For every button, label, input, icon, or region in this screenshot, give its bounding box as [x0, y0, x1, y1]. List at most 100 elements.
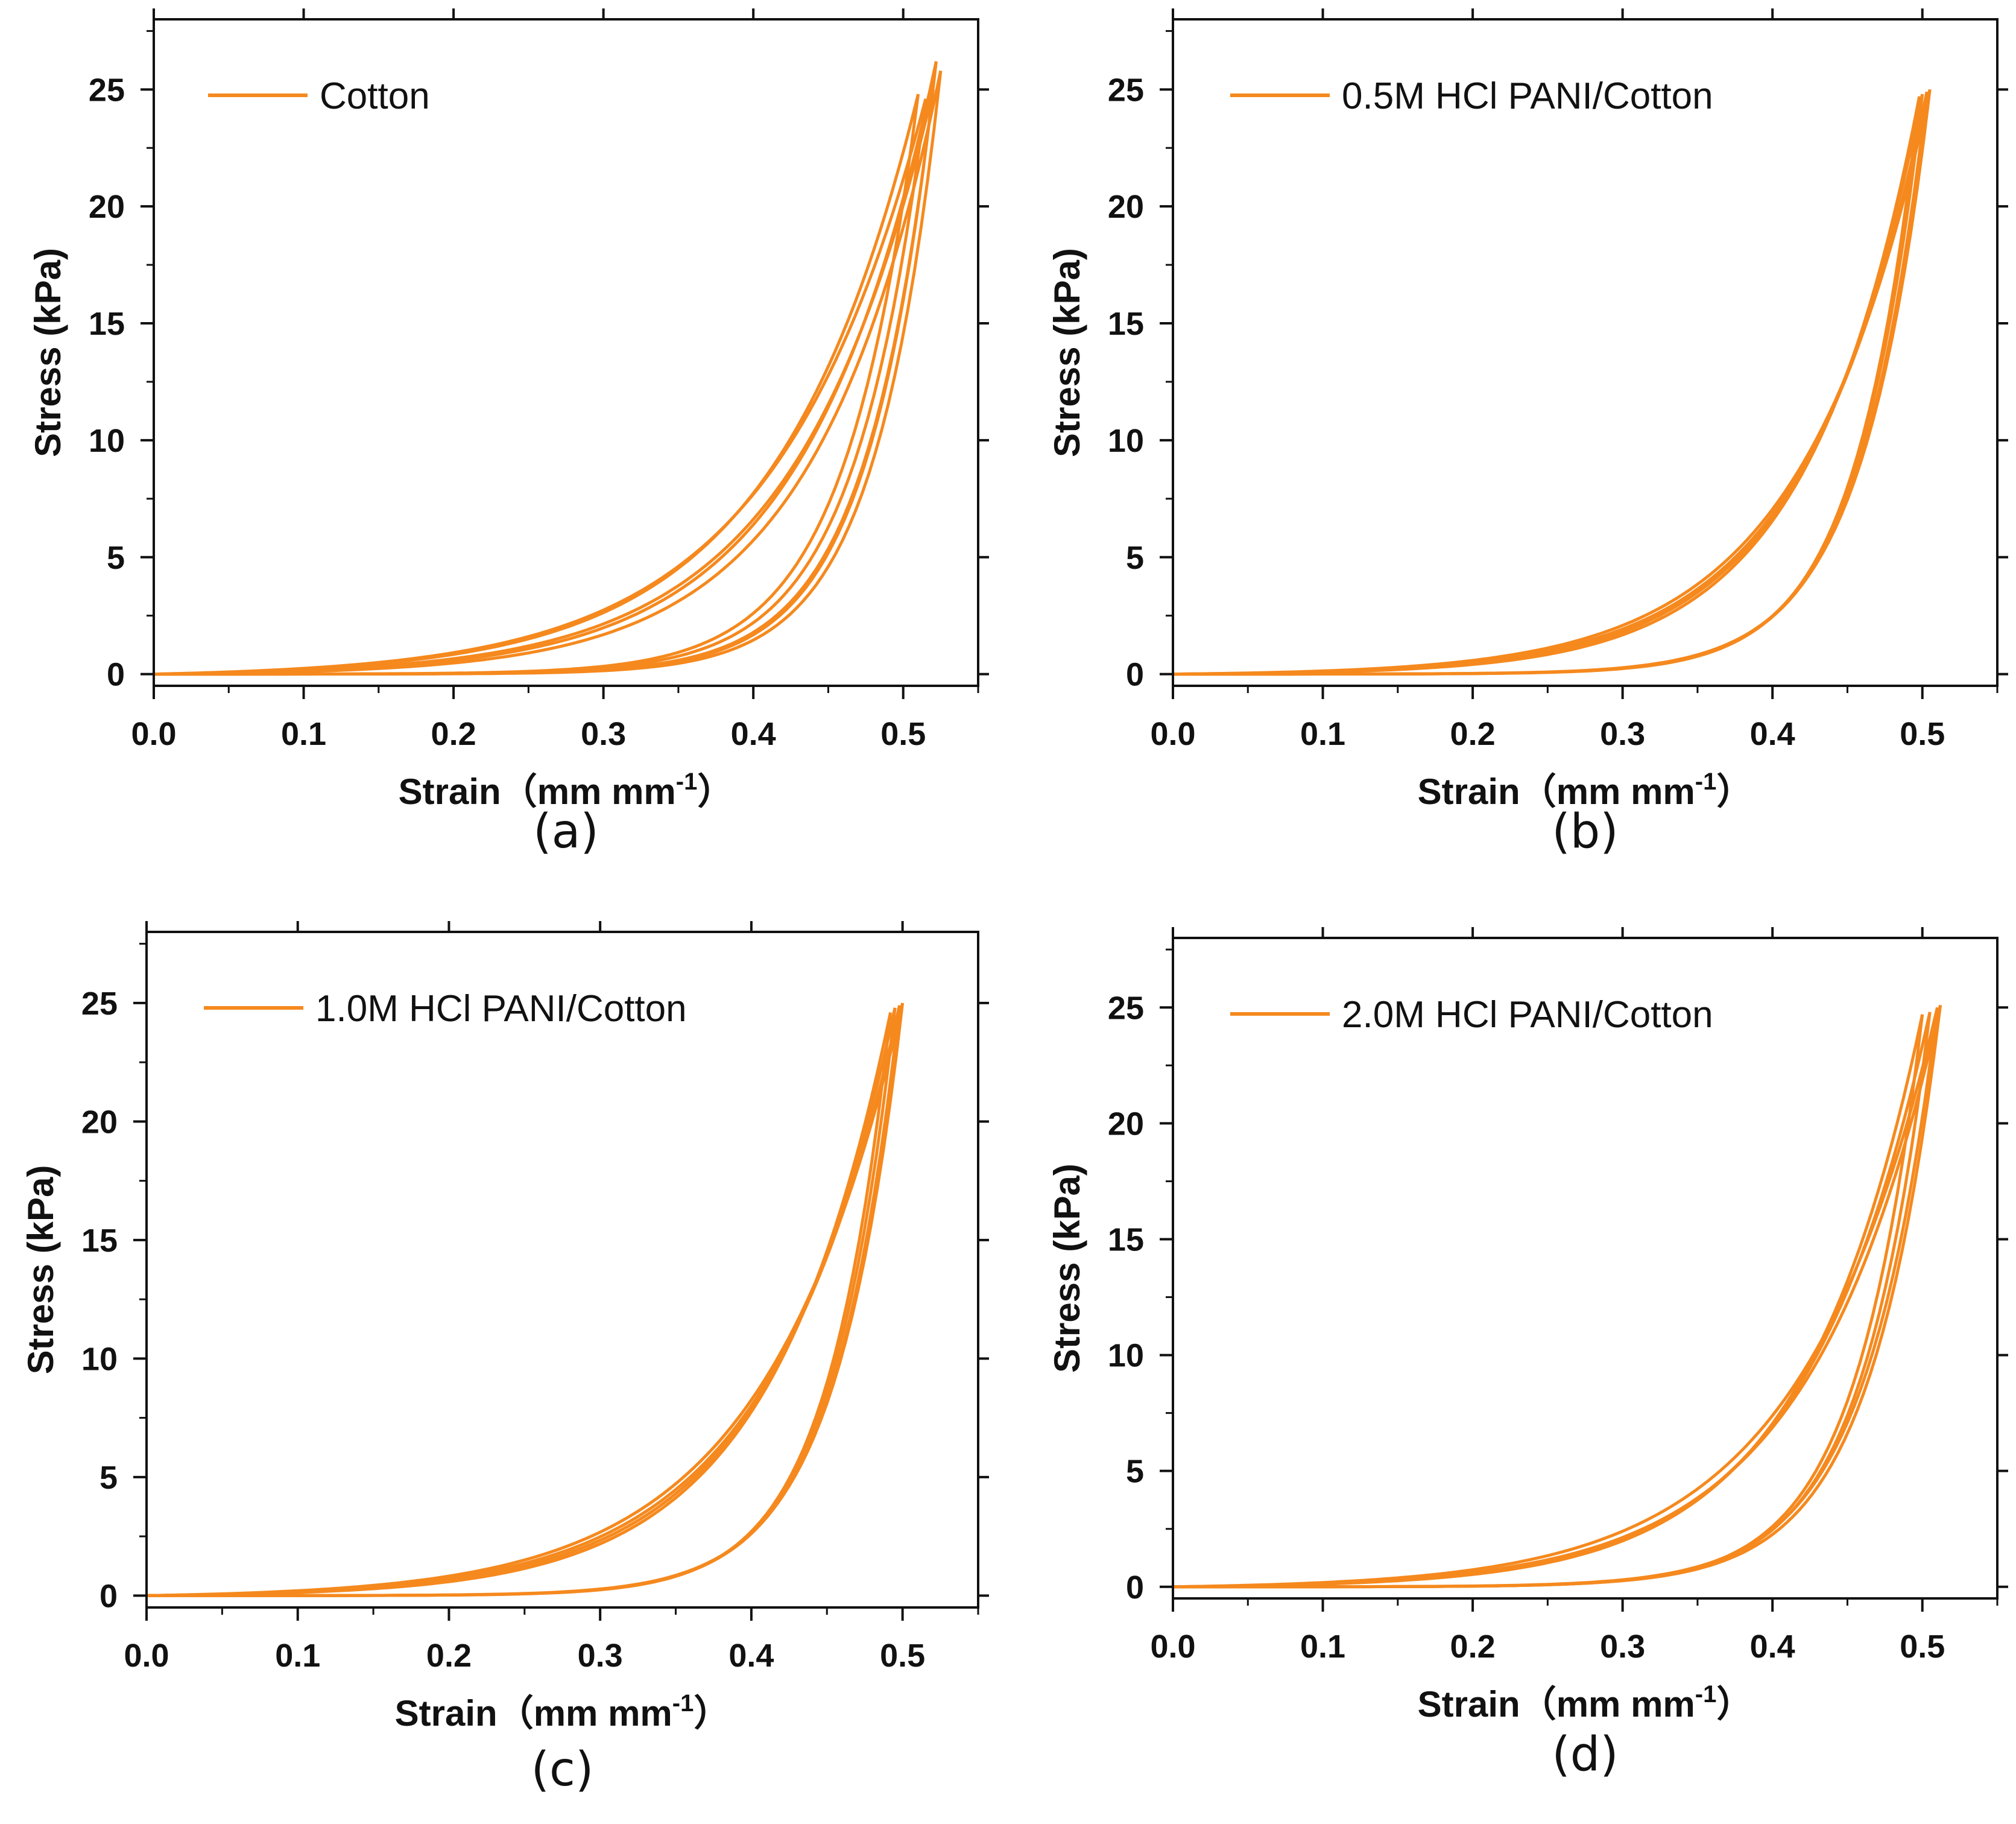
y-tick-label: 25 — [1108, 72, 1144, 108]
y-tick-label: 5 — [1126, 1454, 1144, 1490]
panel-label: (b) — [1552, 805, 1618, 859]
series-unloading-cycle-3 — [1173, 1005, 1942, 1589]
series-unloading-cycle-3 — [154, 71, 943, 676]
chart-panel-a: 0.0 0.1 0.2 0.3 0.4 0.5 0 5 10 15 20 25 Strain（mm mm… — [28, 8, 989, 859]
legend-label: Cotton — [320, 75, 430, 117]
y-axis-label: Stress (kPa) — [28, 248, 68, 457]
x-tick-label: 0.0 — [124, 1638, 169, 1674]
series-loading-cycle-2 — [146, 1007, 897, 1597]
chart-panel-b: 0.0 0.1 0.2 0.3 0.4 0.5 0 5 10 15 20 25 Strain（mm mm… — [1047, 8, 2008, 859]
x-tick-label: 0.1 — [1300, 716, 1345, 752]
series-loading-cycle-4 — [1172, 1014, 1924, 1589]
series-unloading-cycle-4 — [1173, 96, 1921, 676]
y-tick-label: 0 — [107, 657, 125, 693]
plot-frame — [145, 931, 979, 1609]
x-tick-label: 0.0 — [131, 716, 176, 752]
panel-label: (d) — [1552, 1727, 1618, 1782]
legend-label: 0.5M HCl PANI/Cotton — [1342, 75, 1713, 117]
series-loading-cycle-3 — [153, 70, 943, 676]
y-tick-label: 5 — [1126, 540, 1144, 576]
series-unloading-cycle-4 — [147, 1012, 893, 1597]
x-tick-label: 0.4 — [728, 1638, 774, 1674]
panel-label: (a) — [533, 805, 599, 859]
series-unloading-cycle-4 — [1173, 1014, 1924, 1589]
x-tick-label: 0.1 — [275, 1638, 320, 1674]
series-loading-cycle-3 — [146, 1005, 902, 1597]
y-tick-label: 25 — [89, 72, 125, 108]
y-tick-label: 15 — [81, 1223, 118, 1259]
y-tick-label: 10 — [1108, 423, 1144, 459]
y-tick-label: 5 — [100, 1460, 118, 1496]
series-unloading-cycle-1 — [1173, 89, 1932, 676]
y-tick-label: 0 — [100, 1578, 118, 1614]
series-loading-cycle-1 — [1172, 89, 1932, 676]
series-loading-cycle-2 — [1172, 1012, 1932, 1589]
x-tick-label: 0.2 — [426, 1638, 472, 1674]
y-tick-label: 25 — [1108, 990, 1144, 1026]
x-tick-label: 0.3 — [1600, 1629, 1645, 1665]
series-unloading-cycle-3 — [1173, 91, 1929, 676]
series-unloading-cycle-2 — [154, 98, 927, 676]
x-tick-label: 0.1 — [1300, 1629, 1345, 1665]
x-axis-label: Strain（mm mm-1） — [1418, 768, 1753, 812]
y-tick-label: 5 — [107, 540, 125, 576]
legend-label: 1.0M HCl PANI/Cotton — [315, 988, 687, 1030]
series-unloading-cycle-2 — [1173, 1012, 1932, 1589]
y-tick-label: 20 — [89, 189, 125, 225]
x-tick-label: 0.5 — [1900, 716, 1945, 752]
x-tick-label: 0.4 — [1750, 716, 1795, 752]
series-loading-cycle-4 — [1172, 96, 1921, 676]
series-loading-cycle-1 — [1172, 1007, 1939, 1589]
series-loading-cycle-3 — [1172, 1004, 1942, 1589]
y-tick-label: 25 — [81, 986, 118, 1022]
y-tick-label: 20 — [1108, 1106, 1144, 1142]
plot-frame — [153, 18, 979, 687]
x-axis-label: Strain（mm mm-1） — [1418, 1681, 1753, 1724]
x-tick-label: 0.0 — [1150, 1629, 1195, 1665]
x-axis-label: Strain（mm mm-1） — [395, 1690, 730, 1734]
series-unloading-cycle-2 — [1173, 93, 1924, 676]
series-loading-cycle-3 — [1172, 91, 1929, 676]
plot-frame — [1172, 937, 1999, 1600]
series-unloading-cycle-5 — [154, 61, 938, 676]
y-tick-label: 10 — [89, 423, 125, 459]
y-axis-label: Stress (kPa) — [21, 1165, 61, 1375]
series-loading-cycle-4 — [146, 1012, 893, 1597]
y-axis-label: Stress (kPa) — [1047, 1164, 1087, 1373]
chart-panel-d: 0.0 0.1 0.2 0.3 0.4 0.5 0 5 10 15 20 25 Strain（mm mm… — [1047, 927, 2008, 1782]
series-loading-cycle-5 — [153, 61, 938, 676]
x-tick-label: 0.3 — [581, 716, 626, 752]
x-tick-label: 0.3 — [578, 1638, 623, 1674]
y-tick-label: 0 — [1126, 1569, 1144, 1606]
legend-label: 2.0M HCl PANI/Cotton — [1342, 994, 1713, 1036]
y-tick-label: 15 — [89, 306, 125, 342]
y-tick-label: 0 — [1126, 657, 1144, 693]
x-tick-label: 0.5 — [880, 716, 926, 752]
y-axis-label: Stress (kPa) — [1047, 248, 1087, 457]
y-tick-label: 20 — [1108, 189, 1144, 225]
x-tick-label: 0.1 — [281, 716, 326, 752]
x-tick-label: 0.2 — [1450, 1629, 1496, 1665]
y-tick-label: 15 — [1108, 306, 1144, 342]
x-tick-label: 0.4 — [731, 716, 776, 752]
series-unloading-cycle-1 — [1173, 1007, 1939, 1589]
y-tick-label: 20 — [81, 1104, 118, 1140]
series-unloading-cycle-1 — [146, 1002, 905, 1597]
series-loading-cycle-1 — [146, 1002, 905, 1597]
series-loading-cycle-2 — [153, 98, 927, 676]
x-tick-label: 0.5 — [880, 1638, 925, 1674]
x-tick-label: 0.0 — [1150, 716, 1195, 752]
x-axis-label: Strain（mm mm-1） — [399, 768, 734, 812]
plot-frame — [1172, 18, 1999, 687]
series-unloading-cycle-2 — [146, 1007, 897, 1597]
series-unloading-cycle-3 — [146, 1005, 902, 1597]
y-tick-label: 10 — [81, 1341, 118, 1377]
x-tick-label: 0.3 — [1600, 716, 1645, 752]
y-tick-label: 15 — [1108, 1221, 1144, 1258]
y-tick-label: 10 — [1108, 1338, 1144, 1374]
panel-label: (c) — [531, 1743, 594, 1797]
x-tick-label: 0.2 — [431, 716, 476, 752]
x-tick-label: 0.2 — [1450, 716, 1496, 752]
x-tick-label: 0.5 — [1900, 1629, 1945, 1665]
